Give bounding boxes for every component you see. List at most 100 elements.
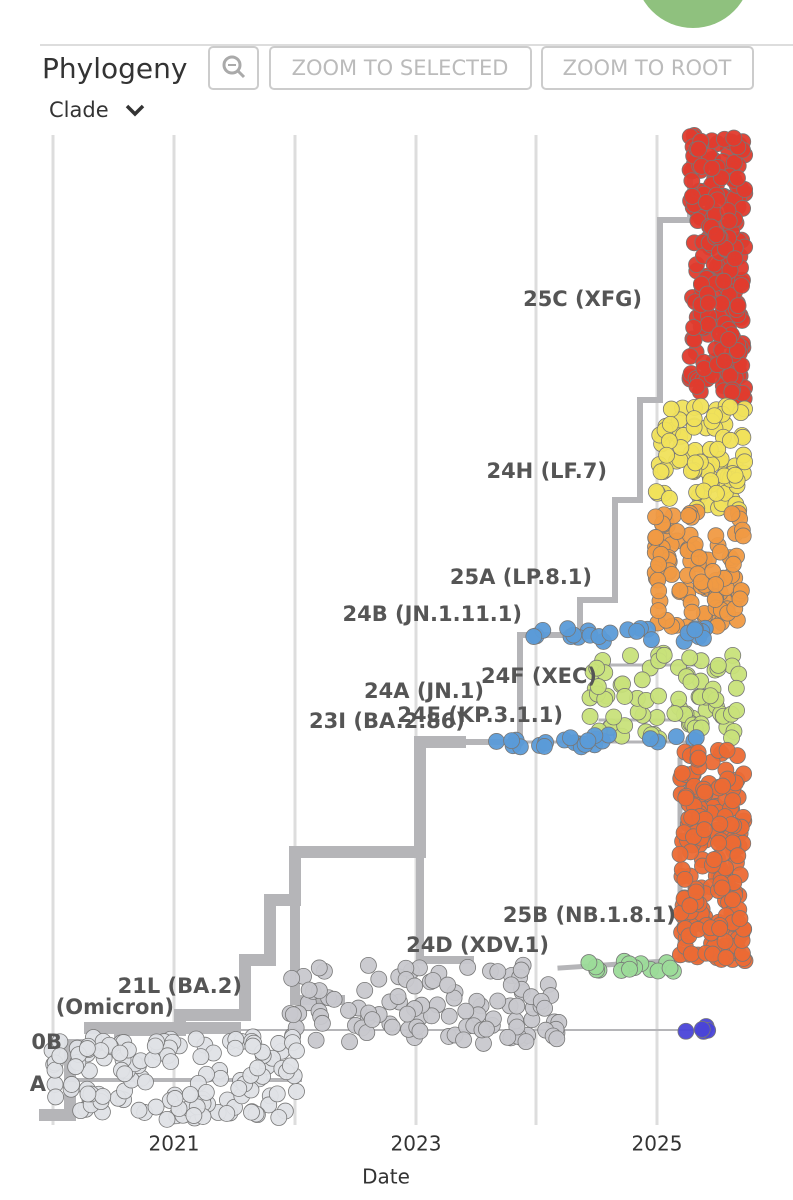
- tip: [370, 970, 388, 988]
- clade-labels: 25C (XFG) 24H (LF.7) 25A (LP.8.1) 24B (JN.1…: [30, 287, 676, 1096]
- clade-label: A: [30, 1072, 47, 1096]
- tip: [676, 870, 694, 888]
- tip: [383, 1018, 401, 1036]
- tip: [580, 954, 598, 971]
- tip: [650, 556, 667, 574]
- tip: [662, 415, 679, 433]
- clade-label: 24A (JN.1): [364, 679, 484, 703]
- tip: [682, 673, 700, 691]
- tip: [559, 620, 577, 638]
- tip: [707, 527, 725, 545]
- tip: [411, 1022, 429, 1040]
- tip: [706, 407, 723, 425]
- tip: [489, 963, 507, 981]
- tip: [489, 992, 507, 1010]
- tip: [288, 1042, 305, 1060]
- tip: [181, 1086, 199, 1103]
- tip: [660, 432, 678, 450]
- zoom-root-button[interactable]: ZOOM TO ROOT: [541, 46, 754, 90]
- tip: [658, 446, 675, 464]
- tip: [270, 1109, 288, 1126]
- tip: [137, 1073, 154, 1091]
- tip: [706, 591, 724, 608]
- tip: [647, 529, 665, 546]
- tip: [671, 845, 689, 863]
- tip: [79, 1085, 97, 1103]
- tip: [728, 702, 745, 719]
- tip: [187, 1030, 205, 1048]
- clade-label: 24B (JN.1.11.1): [342, 602, 522, 626]
- clade-label: 24F (XEC): [481, 664, 597, 688]
- color-by-dropdown[interactable]: Clade: [49, 98, 145, 122]
- tip: [731, 590, 749, 608]
- tip: [249, 1059, 266, 1077]
- tip: [424, 972, 442, 989]
- tip: [226, 1039, 244, 1057]
- tip: [244, 1037, 262, 1055]
- branch: [638, 218, 662, 502]
- tip: [699, 294, 717, 312]
- tip: [46, 1061, 64, 1079]
- tip: [690, 140, 707, 158]
- tip: [677, 789, 695, 807]
- tip: [628, 622, 646, 640]
- tip: [260, 1096, 278, 1114]
- tip: [688, 377, 706, 395]
- tip: [710, 834, 727, 852]
- tip: [697, 194, 715, 211]
- tip: [589, 678, 607, 695]
- tip: [711, 815, 729, 833]
- tip: [192, 1048, 210, 1066]
- tip: [601, 624, 619, 642]
- tip: [588, 659, 606, 677]
- tip: [162, 1053, 180, 1070]
- tip: [622, 647, 639, 665]
- zoom-selected-button[interactable]: ZOOM TO SELECTED: [269, 46, 532, 90]
- search-button[interactable]: [208, 46, 259, 90]
- tip: [655, 646, 673, 664]
- tip: [616, 688, 634, 705]
- tip: [726, 466, 744, 484]
- tip: [146, 1037, 164, 1055]
- tip: [724, 891, 741, 909]
- tip: [423, 1007, 440, 1025]
- tip: [683, 172, 701, 190]
- tip: [714, 777, 731, 795]
- tip: [356, 981, 374, 999]
- tip: [709, 440, 727, 458]
- tip: [282, 1057, 299, 1075]
- tip: [731, 910, 749, 927]
- tip: [730, 665, 748, 683]
- tip: [649, 602, 667, 619]
- tip: [715, 272, 733, 290]
- tip: [67, 1058, 85, 1076]
- chevron: [125, 104, 145, 117]
- tip: [158, 1110, 176, 1128]
- tip: [686, 454, 704, 472]
- tip: [681, 649, 699, 667]
- tip: [724, 792, 742, 810]
- tip: [687, 883, 705, 901]
- tip: [548, 1030, 566, 1048]
- tip: [503, 732, 520, 750]
- tip: [734, 527, 752, 545]
- tip: [683, 603, 701, 621]
- tip: [512, 961, 530, 979]
- clade-label: 24D (XDV.1): [406, 933, 549, 957]
- tip: [727, 679, 745, 697]
- avatar[interactable]: [635, 0, 751, 28]
- tip: [711, 543, 729, 561]
- tip: [488, 733, 505, 750]
- tip: [729, 169, 746, 187]
- tip: [721, 398, 739, 416]
- tip: [478, 1020, 495, 1038]
- tip: [116, 1065, 134, 1083]
- tip: [185, 1107, 203, 1124]
- tip: [713, 879, 731, 897]
- tip: [439, 976, 457, 994]
- tip: [643, 631, 660, 649]
- tip: [325, 990, 343, 1008]
- tip: [536, 999, 554, 1017]
- clade-label: 25A (LP.8.1): [450, 565, 592, 589]
